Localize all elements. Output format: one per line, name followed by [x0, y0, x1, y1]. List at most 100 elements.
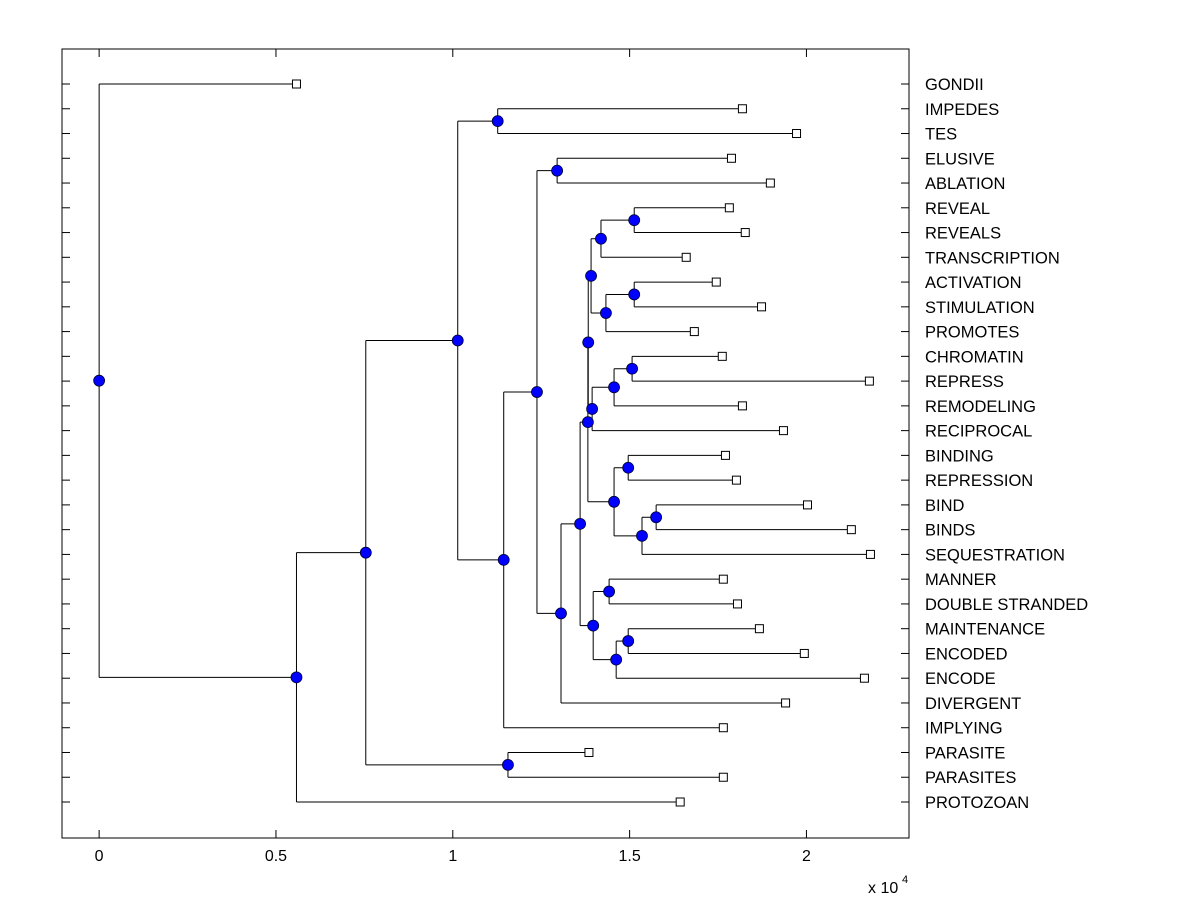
leaf-label: REVEAL [925, 200, 990, 218]
leaf-label: ACTIVATION [925, 274, 1022, 292]
internal-node-marker [585, 269, 597, 282]
x-multiplier-exponent: 4 [902, 874, 908, 886]
internal-node-marker [628, 214, 641, 227]
internal-node-marker [626, 362, 638, 375]
leaf-label: ENCODED [925, 645, 1008, 663]
internal-node-marker [555, 607, 567, 620]
axis-ticks [62, 49, 909, 838]
leaf-marker [717, 351, 727, 361]
x-tick-label: 1.5 [618, 848, 640, 865]
leaf-label: MAINTENANCE [925, 621, 1045, 639]
leaf-label: TES [925, 126, 957, 144]
internal-node-marker [581, 416, 594, 429]
x-tick-labels: 0 0.5 1 1.5 2 [95, 848, 811, 865]
x-tick-label: 1 [448, 848, 457, 865]
internal-node-marker [608, 381, 620, 394]
internal-node-marker [622, 461, 635, 474]
internal-node-marker [650, 511, 663, 524]
leaf-marker [731, 475, 741, 485]
leaf-label: SEQUESTRATION [925, 546, 1065, 564]
leaf-label: ELUSIVE [925, 150, 995, 168]
leaf-marker [803, 500, 813, 510]
leaf-label: BINDS [925, 522, 975, 540]
leaf-label: PROMOTES [925, 324, 1019, 342]
leaf-label: GONDII [925, 76, 984, 94]
leaf-label: RECIPROCAL [925, 423, 1032, 441]
leaf-marker [740, 228, 750, 238]
leaf-label: BINDING [925, 447, 994, 465]
x-tick-label: 2 [802, 848, 811, 865]
leaf-marker [689, 327, 699, 337]
leaf-marker [291, 79, 301, 89]
leaf-label: BIND [925, 497, 965, 515]
internal-node-marker [359, 546, 372, 559]
x-multiplier-label: x 10 [868, 880, 898, 897]
internal-node-marker [587, 619, 600, 632]
leaf-marker [778, 426, 788, 436]
leaf-label: REPRESS [925, 373, 1004, 391]
leaf-marker [711, 277, 721, 287]
internal-node-marker [451, 334, 464, 347]
leaf-marker [859, 673, 869, 683]
leaf-marker [584, 747, 594, 757]
leaf-marker [726, 153, 736, 163]
leaf-label: REVEALS [925, 225, 1001, 243]
leaf-label: ENCODE [925, 670, 996, 688]
internal-node-marker [622, 635, 635, 647]
node-markers [93, 115, 663, 771]
leaf-marker [737, 104, 747, 114]
leaf-marker [724, 203, 734, 213]
leaf-marker [864, 376, 874, 386]
leaf-label: DOUBLE STRANDED [925, 596, 1088, 614]
leaf-marker [718, 723, 728, 733]
leaf-label: STIMULATION [925, 299, 1035, 317]
internal-node-marker [603, 585, 616, 598]
leaf-marker [799, 648, 809, 658]
internal-node-marker [595, 232, 607, 245]
leaf-label: IMPEDES [925, 101, 999, 119]
internal-node-marker [497, 553, 510, 566]
internal-node-marker [636, 529, 648, 542]
leaf-marker [781, 698, 791, 708]
leaf-marker [757, 302, 767, 312]
leaf-marker [846, 525, 856, 535]
internal-node-marker [628, 288, 641, 301]
internal-node-marker [610, 653, 623, 666]
internal-node-marker [502, 758, 514, 771]
leaf-marker [681, 252, 691, 262]
leaf-label: PARASITE [925, 744, 1005, 762]
x-tick-label: 0 [95, 848, 104, 865]
leaf-label: REMODELING [925, 398, 1036, 416]
leaf-marker [675, 797, 685, 807]
internal-node-marker [600, 307, 612, 319]
internal-node-marker [551, 164, 564, 177]
leaf-label: ABLATION [925, 175, 1005, 193]
leaf-label: MANNER [925, 571, 997, 589]
plot-area [61, 48, 910, 839]
leaf-marker [718, 772, 728, 782]
leaf-label: IMPLYING [925, 720, 1003, 738]
leaf-marker [792, 129, 802, 139]
leaf-marker [765, 178, 775, 188]
internal-node-marker [491, 115, 504, 128]
x-tick-label: 0.5 [265, 848, 287, 865]
leaf-label: TRANSCRIPTION [925, 249, 1060, 267]
leaf-marker [754, 624, 764, 634]
leaf-marker [720, 450, 730, 460]
leaf-marker [865, 549, 875, 559]
leaf-marker [732, 599, 742, 609]
leaf-label: PARASITES [925, 769, 1016, 787]
leaf-labels: GONDII IMPEDES TES ELUSIVE ABLATION REVEAL REV… [925, 76, 1088, 812]
internal-node-marker [582, 336, 595, 349]
internal-node-marker [93, 374, 106, 387]
leaf-label: REPRESSION [925, 472, 1033, 490]
leaf-label: DIVERGENT [925, 695, 1021, 713]
internal-node-marker [608, 495, 620, 508]
internal-node-marker [574, 517, 587, 530]
leaf-marker [718, 574, 728, 584]
leaf-label: CHROMATIN [925, 348, 1024, 366]
internal-node-marker [531, 386, 543, 398]
internal-node-marker [290, 671, 303, 684]
leaf-marker [737, 401, 747, 411]
